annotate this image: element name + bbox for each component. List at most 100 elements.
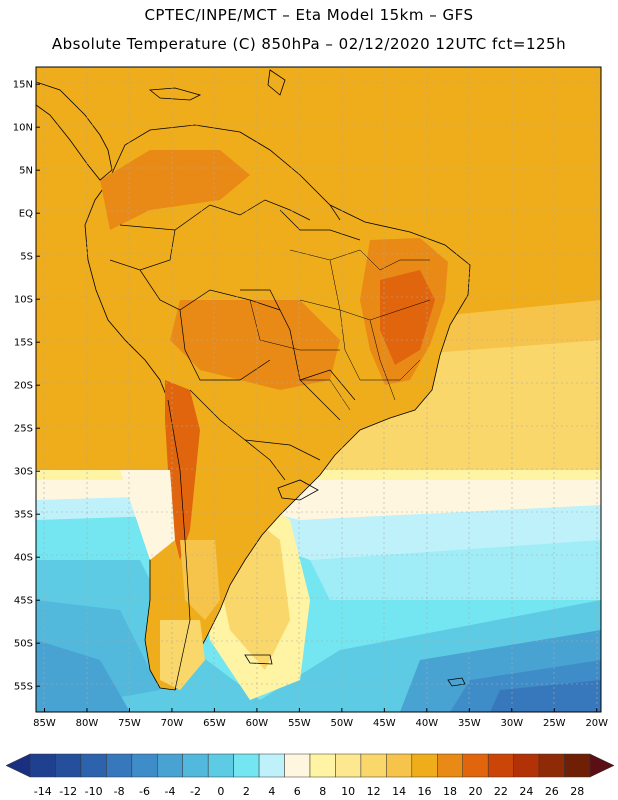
latitude-tick-label: 55S xyxy=(14,682,33,693)
latitude-tick-label: 5S xyxy=(20,252,33,263)
falkland-islands xyxy=(244,654,273,665)
colorbar-swatch xyxy=(513,753,540,778)
colorbar-tick-label: -2 xyxy=(190,785,201,798)
colorbar-tick-label: -6 xyxy=(139,785,150,798)
longitude-tick-label: 40W xyxy=(416,718,439,729)
latitude-tick-label: 15S xyxy=(14,338,33,349)
latitude-tick-label: 35S xyxy=(14,510,33,521)
colorbar-tick-label: -12 xyxy=(59,785,77,798)
colorbar-swatch xyxy=(182,753,209,778)
colorbar-tick-label: -8 xyxy=(114,785,125,798)
colorbar-tick-label: 26 xyxy=(545,785,559,798)
chart-title-line1: CPTEC/INPE/MCT – Eta Model 15km – GFS xyxy=(144,6,474,24)
colorbar-swatch xyxy=(80,753,107,778)
colorbar-tick-label: 6 xyxy=(294,785,301,798)
midatlantic-cold-patch xyxy=(300,520,601,600)
longitude-tick-label: 20W xyxy=(585,718,608,729)
colorbar-swatch xyxy=(462,753,489,778)
colorbar: -14 -12 -10 -8 -6 -4 -2 0 2 4 6 8 10 12 14 16 18 20 22 24 26… xyxy=(5,753,615,798)
latitude-tick-label: 25S xyxy=(14,424,33,435)
graticule xyxy=(36,67,601,712)
longitude-tick-label: 65W xyxy=(203,718,226,729)
caribbean-island xyxy=(148,87,202,101)
rio-de-la-plata xyxy=(277,479,319,501)
latitude-tick-label: 10S xyxy=(14,295,33,306)
north-ocean-band xyxy=(36,67,601,137)
caribbean-island xyxy=(267,69,286,96)
chart-title-line2: Absolute Temperature (C) 850hPa – 02/12/… xyxy=(51,35,567,53)
colorbar-swatch xyxy=(386,753,413,778)
colorbar-tick-label: 4 xyxy=(268,785,275,798)
latitude-tick-label: 50S xyxy=(14,639,33,650)
longitude-tick-label: 80W xyxy=(76,718,99,729)
country-borders xyxy=(109,199,361,691)
colorbar-swatch xyxy=(284,753,311,778)
colorbar-swatch xyxy=(29,753,56,778)
colorbar-swatch xyxy=(233,753,260,778)
longitude-tick-label: 50W xyxy=(331,718,354,729)
colorbar-tick-label: -14 xyxy=(34,785,52,798)
map-frame xyxy=(35,66,602,713)
longitude-tick-label: 55W xyxy=(288,718,311,729)
latitude-tick-label: 10N xyxy=(13,123,33,134)
colorbar-high-arrow xyxy=(589,753,615,778)
colorbar-swatch xyxy=(437,753,463,778)
colombia-venezuela-hot-zone xyxy=(100,150,250,230)
colorbar-tick-label: 2 xyxy=(243,785,250,798)
latitude-tick-label: 40S xyxy=(14,553,33,564)
longitude-tick-label: 45W xyxy=(373,718,396,729)
colorbar-tick-label: 20 xyxy=(468,785,482,798)
south-georgia xyxy=(447,677,466,687)
colorbar-tick-label: 28 xyxy=(570,785,584,798)
colorbar-swatch xyxy=(309,753,336,778)
latitude-tick-label: 30S xyxy=(14,467,33,478)
colorbar-swatch xyxy=(411,753,438,778)
longitude-tick-label: 30W xyxy=(500,718,523,729)
colorbar-swatch xyxy=(335,753,362,778)
state-borders xyxy=(249,249,431,411)
map-field xyxy=(36,67,601,712)
colorbar-tick-label: 22 xyxy=(494,785,508,798)
latitude-tick-label: 15N xyxy=(13,80,33,91)
colorbar-swatch xyxy=(360,753,387,778)
colorbar-swatch xyxy=(538,753,565,778)
colorbar-swatch xyxy=(106,753,133,778)
colorbar-swatch xyxy=(258,753,285,778)
longitude-axis: 85W 80W 75W 70W 65W 60W 55W 50W 45W 40W 35W 30W 25W 2… xyxy=(33,708,608,729)
colorbar-swatch xyxy=(487,753,514,778)
longitude-tick-label: 60W xyxy=(246,718,269,729)
colorbar-tick-label: -10 xyxy=(85,785,103,798)
colorbar-swatch xyxy=(55,753,82,778)
colorbar-tick-label: 16 xyxy=(418,785,432,798)
colorbar-swatch xyxy=(131,753,158,778)
longitude-tick-label: 25W xyxy=(543,718,566,729)
colorbar-low-arrow xyxy=(5,753,31,778)
colorbar-tick-label: 0 xyxy=(217,785,224,798)
patagonia-land-zone xyxy=(180,540,220,620)
central-america-land xyxy=(36,81,113,181)
andes-argentina-hot-zone xyxy=(165,380,200,560)
latitude-tick-label: 20S xyxy=(14,381,33,392)
colorbar-tick-label: -4 xyxy=(165,785,176,798)
colorbar-tick-label: 18 xyxy=(443,785,457,798)
colorbar-swatch xyxy=(564,753,591,778)
brazil-east-hotspot xyxy=(380,270,435,365)
latitude-tick-label: EQ xyxy=(19,209,33,220)
longitude-tick-label: 75W xyxy=(118,718,141,729)
longitude-tick-label: 85W xyxy=(33,718,56,729)
colorbar-swatch xyxy=(207,753,234,778)
cold-band-minus8-east xyxy=(490,680,601,712)
longitude-tick-label: 35W xyxy=(458,718,481,729)
colorbar-tick-label: 24 xyxy=(519,785,533,798)
chile-coast-cool xyxy=(120,470,175,560)
cold-band-minus4 xyxy=(36,640,130,712)
longitude-tick-label: 70W xyxy=(161,718,184,729)
latitude-tick-label: 5N xyxy=(19,166,33,177)
latitude-axis: 15N 10N 5N EQ 5S 10S 15S 20S 25S 30S 35S 40S 45S 50S 5… xyxy=(13,80,40,693)
colorbar-tick-label: 10 xyxy=(341,785,355,798)
colorbar-tick-label: 12 xyxy=(367,785,381,798)
colorbar-tick-label: 14 xyxy=(392,785,406,798)
colorbar-swatch xyxy=(157,753,183,778)
colorbar-tick-label: 8 xyxy=(319,785,326,798)
